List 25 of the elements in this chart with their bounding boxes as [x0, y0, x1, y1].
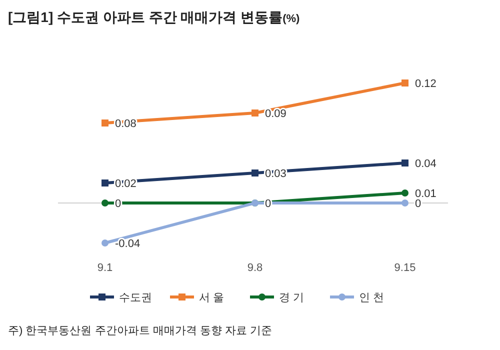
data-label: 0.01 [415, 188, 436, 200]
point [102, 240, 108, 246]
data-label: 0.12 [415, 78, 436, 90]
x-tick-label: 9.15 [394, 262, 416, 274]
point [402, 160, 408, 166]
legend-label: 인 천 [359, 292, 384, 304]
point [402, 80, 408, 86]
data-label: -0.04 [115, 238, 140, 250]
point [402, 200, 408, 206]
data-label: 0.09 [265, 108, 286, 120]
data-label: 0 [415, 198, 422, 210]
text: 주) 한국부동산원 주간아파트 매매가격 동향 자료 기준 [8, 325, 272, 337]
legend-label: 서 울 [199, 292, 224, 304]
point [102, 120, 108, 126]
chart-title: [그림1] 수도권 아파트 주간 매매가격 변동률(%) [8, 9, 300, 25]
point [252, 110, 258, 116]
data-label: 0.04 [415, 158, 436, 170]
legend-label: 수도권 [119, 292, 152, 304]
point [102, 200, 108, 206]
point [402, 190, 408, 196]
point [102, 180, 108, 186]
x-tick-label: 9.8 [247, 262, 263, 274]
legend-label: 경 기 [279, 292, 304, 304]
x-tick-label: 9.1 [97, 262, 113, 274]
point [252, 170, 258, 176]
